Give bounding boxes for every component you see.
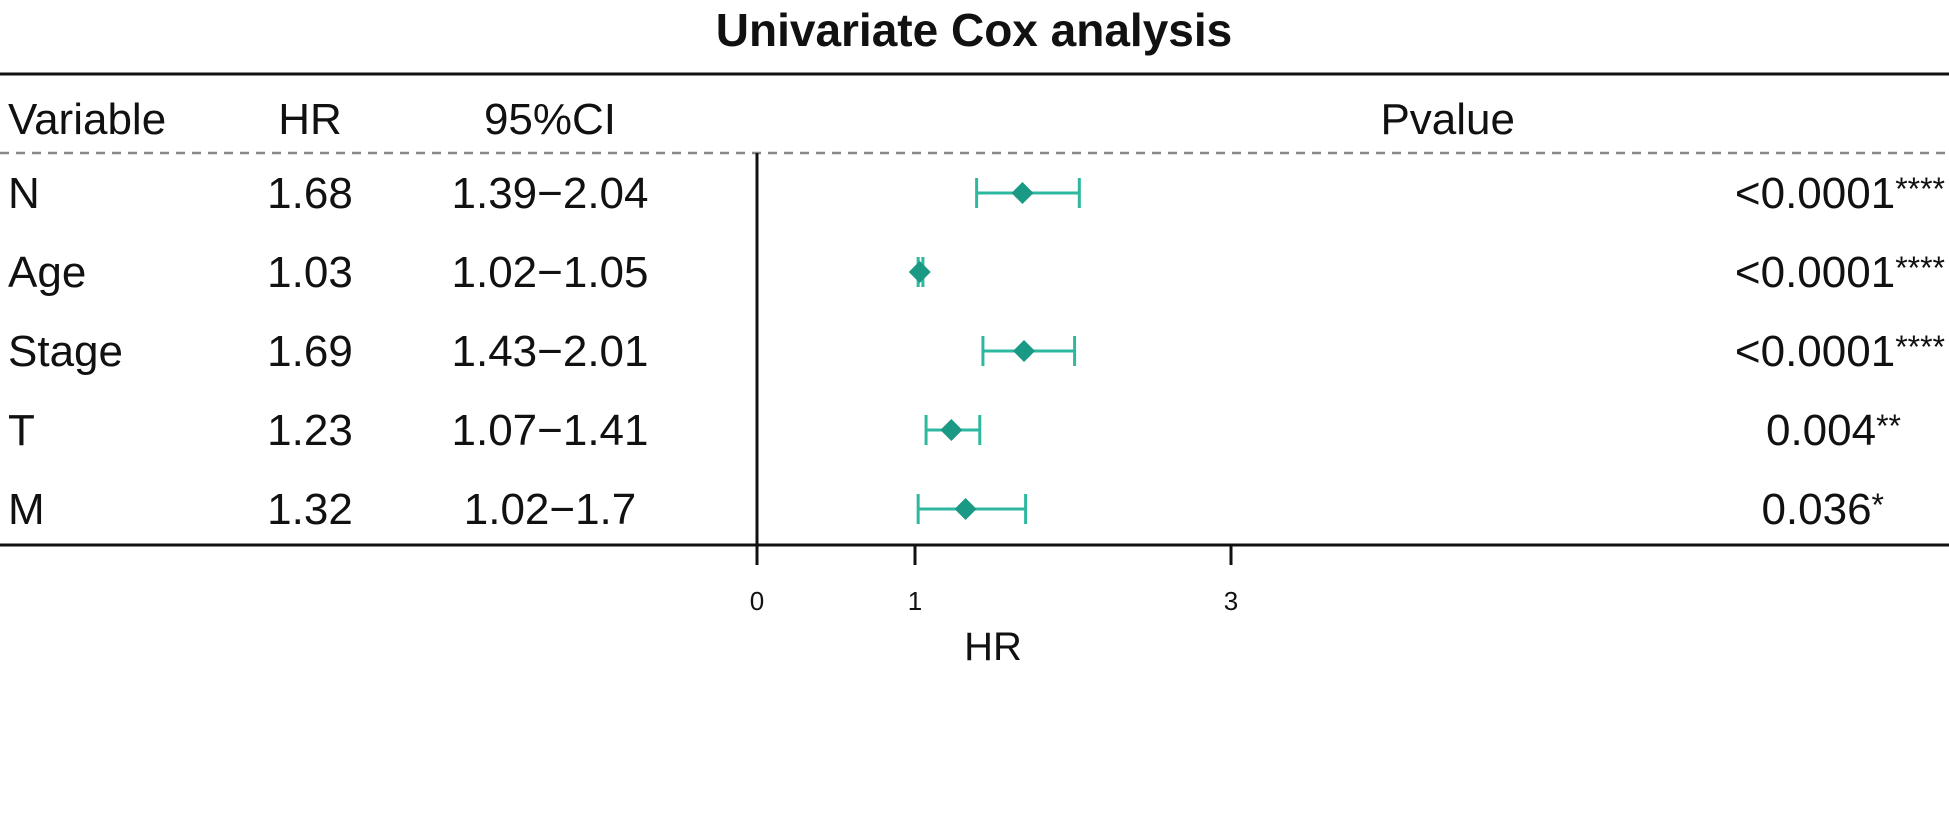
forest-marks (908, 178, 1081, 524)
hr-point (954, 498, 977, 520)
row-ci: 1.07−1.41 (452, 406, 649, 455)
x-tick-label: 0 (750, 586, 764, 616)
row-significance-stars: **** (1895, 250, 1945, 286)
row-pvalue-number: 0.004 (1766, 406, 1876, 455)
hr-point (940, 419, 963, 441)
row-pvalue: <0.0001**** (1735, 327, 1945, 376)
row-ci: 1.43−2.01 (452, 327, 649, 376)
row-variable: M (8, 485, 45, 534)
row-hr: 1.68 (267, 169, 353, 218)
row-variable: N (8, 169, 40, 218)
row-variable: Stage (8, 327, 123, 376)
row-hr: 1.69 (267, 327, 353, 376)
row-significance-stars: * (1872, 487, 1884, 523)
row-pvalue: <0.0001**** (1735, 169, 1945, 218)
row-variable: T (8, 406, 35, 455)
hr-point (1011, 182, 1034, 204)
row-significance-stars: **** (1895, 171, 1945, 207)
row-variable: Age (8, 248, 86, 297)
row-pvalue-number: 0.036 (1761, 485, 1871, 534)
row-hr: 1.32 (267, 485, 353, 534)
row-significance-stars: **** (1895, 329, 1945, 365)
row-hr: 1.23 (267, 406, 353, 455)
row-pvalue: 0.036* (1761, 485, 1884, 534)
row-pvalue-number: <0.0001 (1735, 327, 1895, 376)
row-pvalue-number: <0.0001 (1735, 248, 1895, 297)
hr-point (908, 261, 931, 283)
header-variable: Variable (8, 95, 166, 144)
chart-title: Univariate Cox analysis (716, 4, 1232, 56)
header-ci: 95%CI (484, 95, 616, 144)
row-hr: 1.03 (267, 248, 353, 297)
row-pvalue: <0.0001**** (1735, 248, 1945, 297)
hr-point (1013, 340, 1036, 362)
row-pvalue-number: <0.0001 (1735, 169, 1895, 218)
header-hr: HR (278, 95, 342, 144)
row-pvalue: 0.004** (1766, 406, 1901, 455)
row-significance-stars: ** (1876, 408, 1901, 444)
x-tick-label: 1 (908, 586, 922, 616)
x-axis-label: HR (964, 625, 1022, 669)
x-tick-label: 3 (1224, 586, 1238, 616)
x-axis: 0 1 3 HR (750, 153, 1238, 669)
header-pvalue: Pvalue (1380, 95, 1515, 144)
row-ci: 1.02−1.05 (452, 248, 649, 297)
row-ci: 1.39−2.04 (452, 169, 649, 218)
row-ci: 1.02−1.7 (464, 485, 637, 534)
table-rows: N 1.68 1.39−2.04 <0.0001****Age 1.03 1.02−1.0… (8, 169, 1945, 534)
